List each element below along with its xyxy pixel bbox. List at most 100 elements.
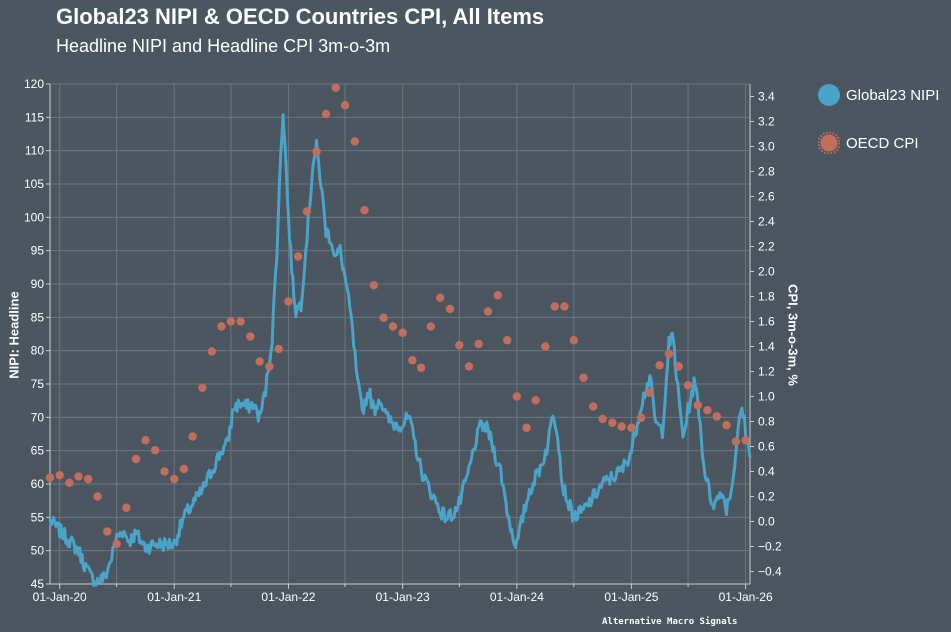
cpi-data-point <box>198 383 207 392</box>
cpi-data-point <box>436 293 445 302</box>
y-right-tick-label: 1.8 <box>758 290 775 304</box>
y-right-tick-label: 0.2 <box>758 490 775 504</box>
cpi-data-point <box>617 422 626 431</box>
cpi-data-point <box>93 492 102 501</box>
cpi-data-point <box>321 109 331 119</box>
cpi-data-point <box>83 474 93 484</box>
cpi-data-point <box>207 347 216 356</box>
cpi-data-point <box>255 357 264 366</box>
cpi-data-point <box>636 413 646 422</box>
cpi-data-point <box>455 341 464 350</box>
cpi-data-point <box>312 147 321 156</box>
y-left-tick-label: 105 <box>24 177 44 191</box>
chart-subtitle: Headline NIPI and Headline CPI 3m-o-3m <box>56 36 391 56</box>
y-left-tick-label: 80 <box>31 344 45 358</box>
cpi-data-point <box>569 336 579 345</box>
y-right-tick-label: 2.2 <box>758 240 775 254</box>
cpi-data-point <box>589 402 598 411</box>
cpi-data-point <box>464 362 474 371</box>
y-left-tick-label: 75 <box>31 377 45 391</box>
y-right-tick-label: 1.2 <box>758 365 775 379</box>
y-right-tick-label: 3.2 <box>758 115 775 129</box>
cpi-data-point <box>712 412 722 421</box>
y-right-tick-label: 1.6 <box>758 315 775 329</box>
cpi-data-point <box>502 336 512 345</box>
cpi-data-point <box>302 207 312 216</box>
cpi-data-point <box>683 381 693 390</box>
cpi-data-point <box>246 332 255 341</box>
cpi-data-point <box>741 436 750 445</box>
y-axis-right-label: CPI, 3m-o-3m, % <box>785 284 801 386</box>
y-left-tick-label: 85 <box>31 310 45 324</box>
y-right-tick-label: 2.8 <box>758 165 775 179</box>
cpi-data-point <box>74 472 83 481</box>
chart-title: Global23 NIPI & OECD Countries CPI, All … <box>56 4 545 29</box>
cpi-data-point <box>645 388 655 397</box>
cpi-data-point <box>350 137 359 146</box>
cpi-data-point <box>674 362 683 371</box>
cpi-data-point <box>493 291 502 300</box>
cpi-data-point <box>379 313 388 322</box>
cpi-data-point <box>522 423 531 432</box>
cpi-data-point <box>531 396 540 405</box>
cpi-data-point <box>274 344 283 354</box>
legend-item-oecd[interactable]: OECD CPI <box>818 132 919 154</box>
cpi-data-point <box>398 328 407 337</box>
y-axis-left-label: NIPI: Headline <box>6 291 22 379</box>
cpi-data-point <box>331 83 340 92</box>
y-left-tick-label: 120 <box>24 77 44 91</box>
cpi-data-point <box>416 363 426 372</box>
watermark-text: Alternative Macro Signals <box>602 617 738 627</box>
x-tick-label: 01-Jan-24 <box>490 590 544 604</box>
cpi-data-point <box>541 342 550 351</box>
cpi-data-point <box>179 464 189 474</box>
cpi-data-point <box>560 302 569 311</box>
cpi-data-point <box>340 101 350 110</box>
legend-label-nipi: Global23 NIPI <box>846 86 940 104</box>
y-left-tick-label: 115 <box>25 110 44 124</box>
x-tick-label: 01-Jan-20 <box>33 590 87 604</box>
y-left-tick-label: 95 <box>31 244 45 258</box>
y-right-tick-label: 0.8 <box>758 415 775 429</box>
x-tick-label: 01-Jan-25 <box>604 590 658 604</box>
cpi-data-point <box>45 473 55 482</box>
x-tick-label: 01-Jan-22 <box>261 590 315 604</box>
gear-swatch-icon <box>818 132 840 154</box>
y-left-tick-label: 55 <box>31 510 45 524</box>
cpi-data-point <box>550 302 559 311</box>
cpi-data-point <box>236 317 245 326</box>
cpi-data-point <box>608 418 617 427</box>
y-right-tick-label: 3.4 <box>758 90 775 104</box>
x-tick-label: 01-Jan-26 <box>719 590 773 604</box>
circle-swatch-icon <box>818 84 840 106</box>
cpi-data-point <box>703 406 712 415</box>
cpi-data-point <box>512 392 522 401</box>
cpi-data-point <box>722 421 731 430</box>
cpi-data-point <box>226 317 236 326</box>
cpi-data-point <box>55 471 64 480</box>
cpi-data-point <box>122 503 131 512</box>
cpi-data-point <box>655 361 664 370</box>
cpi-data-point <box>284 297 293 306</box>
cpi-data-point <box>170 474 179 484</box>
cpi-data-point <box>693 401 702 410</box>
y-left-tick-label: 65 <box>31 444 45 458</box>
cpi-data-point <box>627 423 636 432</box>
y-right-tick-label: 1.4 <box>758 340 775 354</box>
series-line-global23-nipi <box>48 113 752 587</box>
cpi-data-point <box>445 304 455 314</box>
cpi-data-point <box>141 436 150 445</box>
cpi-data-point <box>579 373 588 382</box>
y-right-tick-label: −0.2 <box>758 540 782 554</box>
cpi-data-point <box>265 362 274 371</box>
y-right-tick-label: 0.4 <box>758 465 775 479</box>
cpi-data-point <box>598 414 607 424</box>
y-right-tick-label: 0.6 <box>758 440 775 454</box>
legend-label-oecd: OECD CPI <box>846 134 919 152</box>
y-right-tick-label: 2.0 <box>758 265 775 279</box>
y-right-tick-label: 2.6 <box>758 190 775 204</box>
legend-item-nipi[interactable]: Global23 NIPI <box>818 84 939 106</box>
y-left-tick-label: 45 <box>31 577 45 591</box>
cpi-data-point <box>360 206 369 215</box>
